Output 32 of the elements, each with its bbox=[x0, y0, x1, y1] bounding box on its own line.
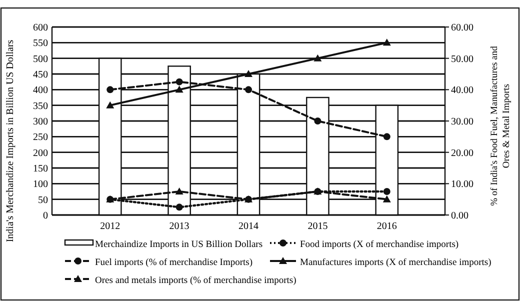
y-tick-label: 350 bbox=[33, 100, 48, 112]
legend-label: Manufactures imports (X of merchandise imports) bbox=[300, 258, 492, 268]
y-tick-label: 150 bbox=[33, 164, 48, 174]
y-tick-label: 50 bbox=[38, 194, 48, 206]
x-tick-label: 2013 bbox=[169, 221, 190, 232]
y-tick-label: 300 bbox=[33, 116, 48, 128]
y2-axis-title: % of India's Food Fuel, Manufactures and Ores & Metal Imports bbox=[490, 46, 512, 206]
y2-tick-label: 50.00 bbox=[451, 54, 474, 65]
legend-label: Food imports (X of merchandise imports) bbox=[300, 240, 459, 250]
y-tick-label: 250 bbox=[33, 132, 48, 144]
y-tick-label: 600 bbox=[33, 22, 48, 34]
y-tick-label: 450 bbox=[33, 70, 48, 80]
y-tick-label: 100 bbox=[33, 179, 48, 190]
legend-label: Merchaindize Imports in US Billion Dollars bbox=[95, 240, 263, 250]
legend-label: Fuel imports (% of merchandise Imports) bbox=[95, 258, 253, 268]
y2-tick-label: 20.00 bbox=[451, 148, 474, 159]
y-tick-label: 550 bbox=[33, 38, 48, 50]
y-tick-label: 200 bbox=[33, 148, 48, 159]
y-axis-title: India's Merchandize Imports in Billion US Dollars bbox=[5, 40, 16, 242]
x-tick-label: 2016 bbox=[376, 221, 397, 232]
x-tick-label: 2014 bbox=[238, 221, 258, 232]
y2-tick-label: 30.00 bbox=[451, 116, 474, 128]
y-tick-label: 400 bbox=[33, 85, 48, 96]
y2-tick-label: 0.00 bbox=[451, 210, 468, 222]
legend-label: Ores and metals imports (% of merchandise imports) bbox=[95, 276, 296, 286]
x-tick-label: 2015 bbox=[308, 221, 328, 232]
x-tick-label: 2012 bbox=[100, 221, 120, 232]
y-tick-label: 0 bbox=[43, 210, 48, 222]
y2-tick-label: 60.00 bbox=[451, 22, 474, 34]
y-tick-label: 500 bbox=[33, 54, 48, 65]
y2-tick-label: 40.00 bbox=[451, 85, 474, 96]
y2-tick-label: 10.00 bbox=[451, 179, 474, 190]
